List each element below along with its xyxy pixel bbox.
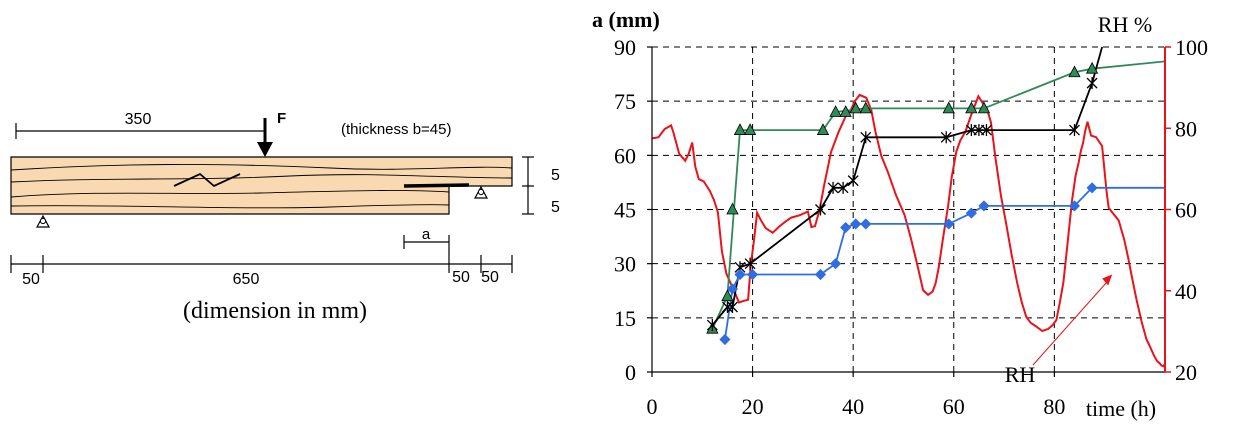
x-tick-label: 80 <box>1043 394 1065 419</box>
y-tick-label: 60 <box>614 143 636 168</box>
series-2-line <box>724 186 1165 340</box>
triangle-point <box>859 101 872 114</box>
star-point <box>706 319 718 332</box>
star-point <box>744 257 756 270</box>
y2-tick-label: 80 <box>1175 116 1197 141</box>
diagram-caption: (dimension in mm) <box>183 298 367 324</box>
diamond-point <box>734 268 746 281</box>
triangle-point <box>1085 61 1099 74</box>
rh-arrow-head <box>1102 274 1113 286</box>
star-point <box>837 181 849 194</box>
crack-line <box>403 183 470 188</box>
triangle-point <box>839 105 852 117</box>
triangle-point <box>733 123 747 135</box>
star-point <box>721 301 733 313</box>
left-overhang-label: 50 <box>22 271 40 288</box>
diamond-point <box>965 207 977 219</box>
star-point <box>847 174 859 187</box>
crack-length-chart: a (mm) RH % time (h) RH 0 15 30 45 60 75 90 0 20… <box>560 0 1234 424</box>
star-point <box>980 124 992 137</box>
span-label: 650 <box>233 271 260 288</box>
diamond-point <box>814 268 827 281</box>
y2-tick-label: 100 <box>1175 35 1208 60</box>
diamond-point <box>719 333 731 346</box>
x-tick-label: 60 <box>943 394 965 419</box>
diamond-point <box>850 218 862 230</box>
right-dim-2-label: 50 <box>481 269 499 286</box>
diamond-point <box>978 200 990 212</box>
series-3-line <box>651 93 1166 368</box>
star-point <box>815 203 826 216</box>
diamond-point <box>860 218 872 230</box>
series-1-line <box>711 46 1103 326</box>
beam-svg: 350 F (thickness b=45) 50 50 a <box>10 110 569 324</box>
triangle-point <box>829 105 842 117</box>
star-point <box>727 301 738 313</box>
x-axis-label: time (h) <box>1086 396 1156 421</box>
y-tick-label: 15 <box>614 306 636 331</box>
y2-tick-label: 60 <box>1175 198 1197 223</box>
shear-symbol <box>173 172 241 188</box>
x-tick-label: 20 <box>742 394 764 419</box>
star-point <box>1069 124 1080 137</box>
beam-diagram: 350 F (thickness b=45) 50 50 a <box>0 0 569 424</box>
load-label: F <box>277 110 286 127</box>
diamond-point <box>1086 182 1098 194</box>
star-point <box>860 131 872 144</box>
wood-grain-line <box>10 174 513 183</box>
triangle-point <box>849 101 862 114</box>
triangle-point <box>721 289 734 302</box>
crack-length-label: a <box>422 226 431 243</box>
wood-grain-line <box>10 164 513 171</box>
star-point <box>940 131 952 144</box>
triangle-point <box>1068 65 1081 78</box>
diamond-point <box>747 268 759 281</box>
x-tick-label: 40 <box>842 394 864 419</box>
diamond-point <box>1068 200 1081 212</box>
grid-layer <box>652 46 1165 372</box>
triangle-point <box>965 101 978 114</box>
triangle-point <box>816 123 830 135</box>
y2-tick-label: 40 <box>1175 279 1197 304</box>
diamond-point <box>840 221 852 234</box>
thickness-note: (thickness b=45) <box>341 121 451 138</box>
load-arrow-head <box>257 142 273 157</box>
triangle-point <box>942 101 955 114</box>
rh-annotation: RH <box>1005 362 1036 387</box>
rh-arrow-line <box>1032 279 1110 366</box>
load-position-label: 350 <box>125 111 152 128</box>
x-tick-label: 0 <box>647 394 658 419</box>
star-point <box>827 181 839 194</box>
y2-tick-label: 20 <box>1175 360 1197 385</box>
wood-grain-line <box>10 190 450 198</box>
y-tick-label: 0 <box>625 360 636 385</box>
y-axis-label: a (mm) <box>592 7 660 32</box>
star-point <box>1086 77 1098 90</box>
triangle-point <box>977 101 991 114</box>
y-tick-label: 30 <box>614 252 636 277</box>
diamond-point <box>830 258 842 270</box>
height-top-label: 50 <box>551 167 560 184</box>
y-tick-label: 45 <box>614 198 636 223</box>
triangle-point <box>743 123 757 135</box>
chart-svg: a (mm) RH % time (h) RH 0 15 30 45 60 75 90 0 20… <box>592 7 1208 421</box>
right-support-pin <box>477 188 485 196</box>
wood-grain-line <box>10 204 450 209</box>
triangle-point <box>726 202 739 215</box>
y-tick-label: 90 <box>614 35 636 60</box>
left-support-pin <box>39 217 47 225</box>
height-bottom-label: 50 <box>551 199 560 216</box>
y-tick-label: 75 <box>614 89 636 114</box>
diamond-point <box>726 283 739 295</box>
right-dim-1-label: 50 <box>452 269 470 286</box>
axes-layer: a (mm) RH % time (h) RH 0 15 30 45 60 75 90 0 20… <box>592 7 1208 421</box>
diamond-point <box>943 218 955 230</box>
series-layer <box>651 46 1166 368</box>
y2-axis-label: RH % <box>1098 12 1152 37</box>
